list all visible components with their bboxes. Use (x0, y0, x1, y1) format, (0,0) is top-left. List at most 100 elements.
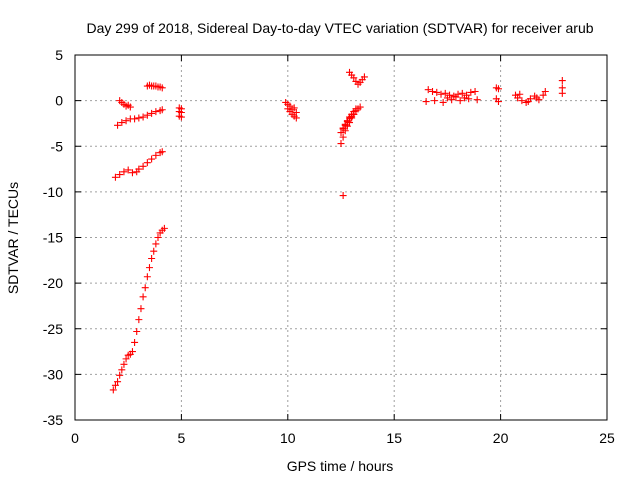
series-5 (175, 104, 185, 121)
data-point (152, 108, 160, 116)
data-point (160, 224, 168, 232)
data-point (150, 247, 158, 255)
data-point (128, 348, 136, 356)
data-point (122, 117, 130, 125)
data-point (458, 89, 466, 97)
data-point (431, 97, 439, 105)
data-point (116, 171, 124, 179)
data-point (109, 386, 117, 394)
data-point (533, 94, 541, 102)
series-2 (114, 106, 166, 129)
y-tick-label: 0 (55, 93, 63, 109)
data-point (145, 264, 153, 272)
data-point (292, 114, 300, 122)
data-point (143, 159, 151, 167)
axis-ticks: 0 5 10 15 20 25 5 0 -5 -10 -15 -20 -25 -30 -35 (43, 47, 615, 446)
y-tick-label: -10 (43, 184, 63, 200)
data-point (524, 98, 532, 106)
data-point (116, 371, 124, 379)
data-point (558, 77, 566, 85)
data-point (467, 88, 475, 96)
data-point (135, 316, 143, 324)
series-12 (492, 84, 502, 106)
x-tick-label: 15 (386, 430, 402, 446)
data-point (518, 97, 526, 105)
data-point (118, 119, 126, 127)
series-3 (116, 97, 134, 111)
data-point (350, 74, 358, 82)
y-tick-label: -30 (43, 366, 63, 382)
data-point (143, 111, 151, 119)
data-point (286, 102, 294, 110)
data-point (424, 86, 432, 94)
data-point (128, 169, 136, 177)
data-point (131, 115, 139, 123)
data-point (111, 381, 119, 389)
data-point (439, 98, 447, 106)
y-tick-label: -25 (43, 321, 63, 337)
data-point (494, 85, 502, 93)
data-point (141, 284, 149, 292)
series-0 (109, 224, 168, 394)
data-point (452, 93, 460, 101)
data-point (337, 129, 345, 137)
data-point (114, 121, 122, 129)
series-13 (511, 88, 549, 106)
data-point (441, 89, 449, 97)
x-tick-label: 10 (280, 430, 296, 446)
y-tick-label: 5 (55, 47, 63, 63)
data-point (137, 305, 145, 313)
data-point (290, 104, 298, 112)
series-6 (282, 98, 300, 122)
data-point (135, 114, 143, 122)
data-point (111, 173, 119, 181)
data-point (539, 91, 547, 99)
data-point (350, 110, 358, 118)
data-point (352, 105, 360, 113)
chart-title: Day 299 of 2018, Sidereal Day-to-day VTE… (86, 20, 593, 36)
data-point (471, 88, 479, 95)
series-8 (337, 110, 358, 137)
data-point (541, 88, 549, 95)
data-point (143, 273, 151, 281)
data-point (473, 96, 481, 104)
x-tick-label: 25 (599, 430, 615, 446)
data-point (139, 293, 147, 301)
data-point (456, 97, 464, 105)
x-tick-label: 5 (178, 430, 186, 446)
data-point (120, 168, 128, 176)
data-point (465, 95, 473, 103)
data-point (154, 234, 162, 241)
x-tick-label: 0 (71, 430, 79, 446)
data-point (443, 94, 451, 102)
data-point (114, 378, 122, 386)
y-axis-title: SDTVAR / TECUs (5, 182, 21, 294)
data-point (152, 240, 160, 248)
data-point (118, 366, 126, 374)
data-point (339, 133, 347, 141)
series-7 (337, 103, 364, 148)
data-point (133, 327, 141, 335)
data-point (460, 94, 468, 102)
data-point (139, 162, 147, 170)
data-point (422, 98, 430, 106)
data-point (158, 106, 166, 114)
data-point (494, 98, 502, 106)
series-14 (558, 77, 566, 97)
data-point (437, 90, 445, 98)
data-point (433, 88, 441, 96)
y-tick-label: -15 (43, 230, 63, 246)
data-point (148, 254, 156, 262)
data-point (135, 165, 143, 173)
series-10 (339, 192, 347, 200)
y-tick-label: -5 (51, 138, 64, 154)
data-point (356, 103, 364, 111)
data-point (122, 355, 130, 363)
data-point (339, 192, 347, 200)
y-tick-label: -35 (43, 412, 63, 428)
data-point (514, 94, 522, 102)
data-point (158, 84, 166, 92)
data-points (109, 68, 566, 394)
